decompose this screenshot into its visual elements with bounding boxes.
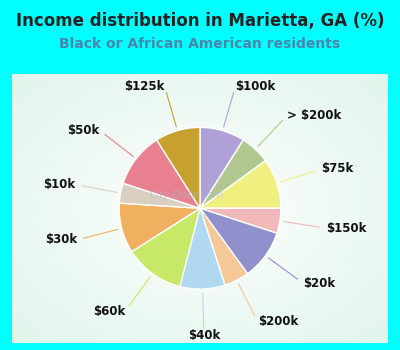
Text: Black or African American residents: Black or African American residents bbox=[60, 37, 340, 51]
Text: $100k: $100k bbox=[236, 79, 276, 93]
Text: $40k: $40k bbox=[188, 329, 220, 342]
Wedge shape bbox=[200, 208, 281, 233]
Text: $60k: $60k bbox=[93, 304, 125, 318]
Text: $10k: $10k bbox=[43, 178, 75, 191]
Text: $200k: $200k bbox=[258, 315, 298, 328]
Text: $150k: $150k bbox=[326, 222, 366, 235]
Wedge shape bbox=[119, 183, 200, 208]
Text: $75k: $75k bbox=[321, 162, 353, 175]
Text: $30k: $30k bbox=[45, 233, 77, 246]
Wedge shape bbox=[132, 208, 200, 287]
Text: City-Data.com: City-Data.com bbox=[150, 190, 224, 200]
Text: Income distribution in Marietta, GA (%): Income distribution in Marietta, GA (%) bbox=[16, 12, 384, 30]
Wedge shape bbox=[157, 127, 200, 208]
Wedge shape bbox=[200, 140, 266, 208]
Text: $50k: $50k bbox=[67, 124, 100, 137]
Wedge shape bbox=[123, 140, 200, 208]
Wedge shape bbox=[119, 203, 200, 252]
Wedge shape bbox=[200, 161, 281, 208]
Wedge shape bbox=[200, 127, 243, 208]
Text: $20k: $20k bbox=[303, 276, 335, 289]
Wedge shape bbox=[200, 208, 248, 285]
Wedge shape bbox=[200, 208, 277, 274]
Wedge shape bbox=[180, 208, 225, 289]
Text: > $200k: > $200k bbox=[287, 109, 341, 122]
Text: $125k: $125k bbox=[124, 79, 164, 93]
